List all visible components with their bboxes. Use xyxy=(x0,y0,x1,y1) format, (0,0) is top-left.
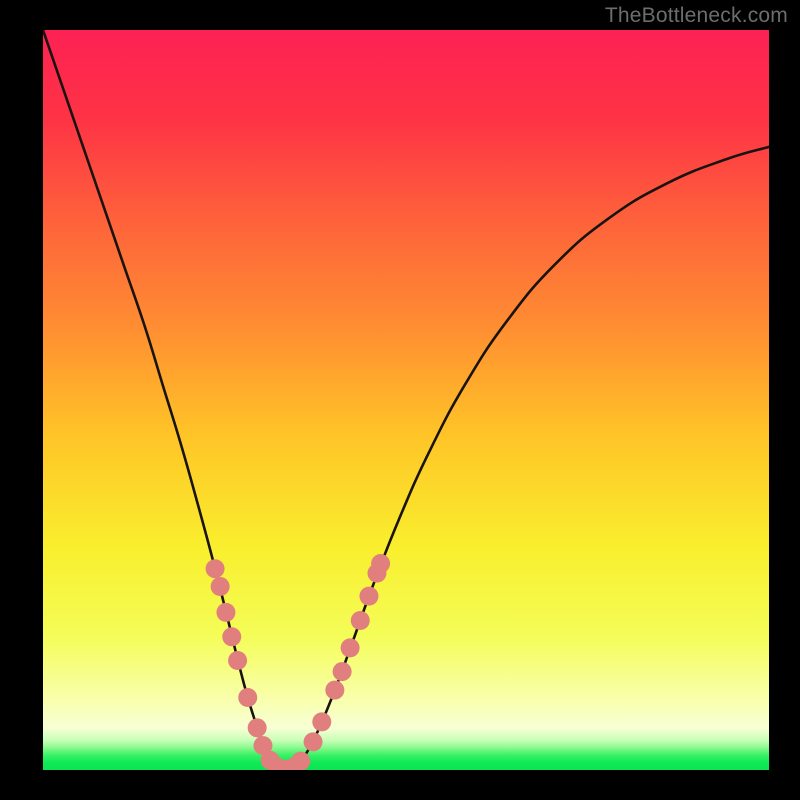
highlight-dot xyxy=(371,554,390,573)
highlight-dot xyxy=(206,559,225,578)
highlight-dot xyxy=(359,587,378,606)
plot-gradient-background xyxy=(43,30,769,770)
highlight-dot xyxy=(228,651,247,670)
highlight-dot xyxy=(248,718,267,737)
highlight-dot xyxy=(333,662,352,681)
watermark-text: TheBottleneck.com xyxy=(605,4,788,28)
bottleneck-chart xyxy=(0,0,800,800)
highlight-dot xyxy=(211,577,230,596)
highlight-dot xyxy=(222,627,241,646)
highlight-dot xyxy=(304,732,323,751)
highlight-dot xyxy=(238,688,257,707)
highlight-dot xyxy=(312,712,331,731)
highlight-dot xyxy=(216,603,235,622)
highlight-dot xyxy=(341,638,360,657)
highlight-dot xyxy=(325,681,344,700)
highlight-dot xyxy=(291,752,310,771)
chart-container: TheBottleneck.com xyxy=(0,0,800,800)
highlight-dot xyxy=(351,611,370,630)
